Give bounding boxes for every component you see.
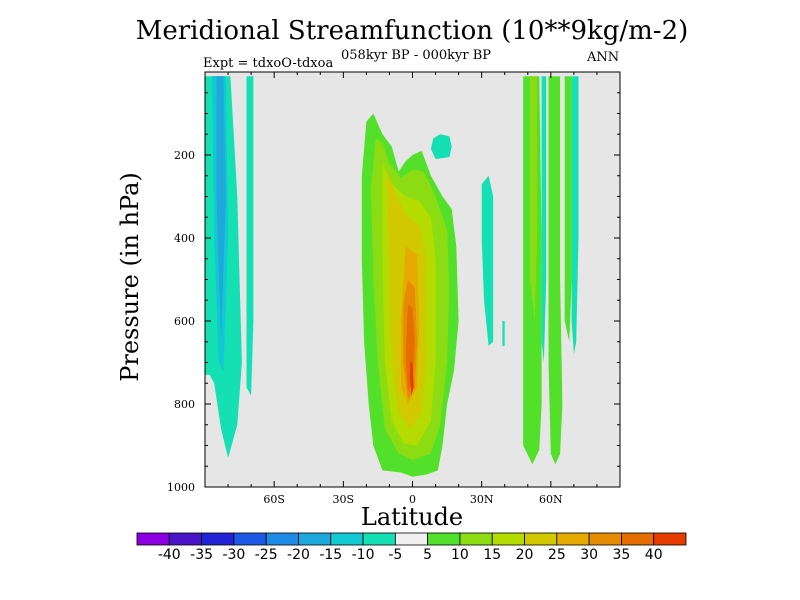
colorbar-label: 35 xyxy=(612,547,630,563)
contour-region-sh-polar-core-inner xyxy=(216,76,226,342)
x-tick-label: 60S xyxy=(263,493,285,506)
contour-region-nh-dot xyxy=(502,321,505,346)
y-tick-label: 600 xyxy=(174,315,195,328)
x-axis-label: Latitude xyxy=(360,503,464,531)
colorbar-label: -10 xyxy=(352,547,375,563)
axes: 60S 30S 0 30N 60N 200 400 600 800 1000 xyxy=(167,71,621,506)
colorbar-label: 40 xyxy=(645,547,663,563)
colorbar-swatch xyxy=(524,532,558,546)
season-label: ANN xyxy=(587,50,620,65)
plot-area xyxy=(205,72,620,487)
y-axis-label: Pressure (in hPa) xyxy=(116,172,144,382)
colorbar-swatch xyxy=(201,532,235,546)
colorbar-swatch xyxy=(330,532,364,546)
colorbar-label: 30 xyxy=(580,547,598,563)
colorbar-label: 15 xyxy=(483,547,501,563)
colorbar-label: -5 xyxy=(388,547,402,563)
x-tick-label: 30N xyxy=(470,493,494,506)
colorbar-label: -30 xyxy=(222,547,245,563)
colorbar-label: -35 xyxy=(190,547,213,563)
y-tick-label: 200 xyxy=(174,149,195,162)
colorbar-label: -40 xyxy=(158,547,181,563)
colorbar-label: -15 xyxy=(319,547,342,563)
colorbar-label: 25 xyxy=(548,547,566,563)
colorbar-swatch xyxy=(653,532,687,546)
chart-subtitle: 058kyr BP - 000kyr BP xyxy=(341,48,492,63)
colorbar-swatch xyxy=(621,532,655,546)
colorbar-swatch xyxy=(556,532,590,546)
colorbar-swatch xyxy=(588,532,622,546)
colorbar-swatch xyxy=(362,532,396,546)
colorbar-label: -20 xyxy=(287,547,310,563)
contour-region-sh-streak xyxy=(246,76,254,396)
y-tick-label: 1000 xyxy=(167,481,195,494)
x-tick-label: 30S xyxy=(333,493,355,506)
colorbar-swatch xyxy=(459,532,493,546)
colorbar-swatch xyxy=(394,532,429,546)
contour-region-nh-cyan-polar xyxy=(571,76,579,355)
contour-region-nh-cyan-streak xyxy=(541,76,547,363)
y-tick-label: 800 xyxy=(174,398,195,411)
x-tick-label: 60N xyxy=(539,493,563,506)
contour-region-nh-streak-30n xyxy=(481,175,494,346)
colorbar-label: -25 xyxy=(255,547,278,563)
colorbar: -40 -35 -30 -25 -20 -15 -10 -5 5 10 15 20 25 30 35 40 xyxy=(136,532,687,563)
colorbar-label: 20 xyxy=(516,547,534,563)
contour-region-nh-green-band-2 xyxy=(548,76,563,465)
colorbar-swatch xyxy=(298,532,332,546)
colorbar-swatch xyxy=(233,532,267,546)
colorbar-swatch xyxy=(265,532,299,546)
colorbar-label: 5 xyxy=(423,547,432,563)
experiment-label: Expt = tdxoO-tdxoa xyxy=(203,56,334,71)
contour-region-nh-green-streak-3 xyxy=(564,76,572,342)
chart-title: Meridional Streamfunction (10**9kg/m-2) xyxy=(135,16,689,46)
colorbar-swatch xyxy=(491,532,525,546)
y-tick-label: 400 xyxy=(174,232,195,245)
colorbar-swatch xyxy=(136,532,170,546)
colorbar-swatch xyxy=(427,532,461,546)
contour-region-upper-blob xyxy=(430,134,452,160)
contour-region-tropical-40 xyxy=(410,362,414,396)
contour-region-nh-yellow-streak xyxy=(530,76,537,321)
x-tick-label: 0 xyxy=(409,493,416,506)
colorbar-swatch xyxy=(168,532,202,546)
colorbar-label: 10 xyxy=(451,547,469,563)
